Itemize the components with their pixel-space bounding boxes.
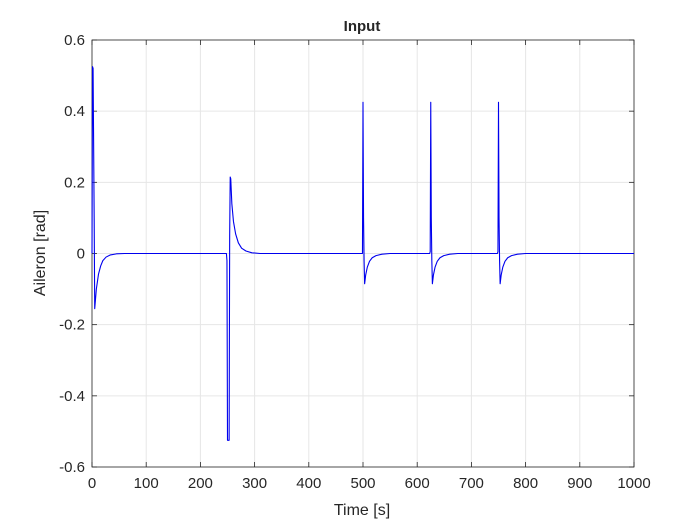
series-layer [91, 66, 634, 441]
x-tick-label: 0 [88, 475, 96, 492]
series-line [91, 66, 634, 441]
y-tick-label: 0 [77, 246, 85, 263]
x-tick-label: 900 [567, 475, 592, 492]
x-tick-label: 100 [134, 475, 159, 492]
x-tick-label: 700 [459, 475, 484, 492]
chart-title: Input [344, 18, 381, 35]
y-axis-label: Aileron [rad] [32, 210, 49, 296]
x-tick-label: 200 [188, 475, 213, 492]
y-tick-label: -0.2 [59, 317, 85, 334]
y-tick-label: 0.6 [64, 32, 85, 49]
y-tick-label: -0.6 [59, 459, 85, 476]
y-tick-label: 0.2 [64, 174, 85, 191]
y-tick-label: 0.4 [64, 103, 85, 120]
y-tick-label: -0.4 [59, 388, 85, 405]
x-tick-label: 800 [513, 475, 538, 492]
ticks-layer: 0 100 200 300 400 500 600 700 800 900 1000 -0.6 -0.4… [59, 32, 651, 492]
x-tick-label: 400 [296, 475, 321, 492]
x-tick-label: 500 [350, 475, 375, 492]
x-tick-label: 1000 [617, 475, 650, 492]
x-axis-label: Time [s] [334, 502, 390, 519]
x-tick-label: 600 [405, 475, 430, 492]
labels-layer: Input Time [s] Aileron [rad] [32, 18, 390, 519]
x-tick-label: 300 [242, 475, 267, 492]
